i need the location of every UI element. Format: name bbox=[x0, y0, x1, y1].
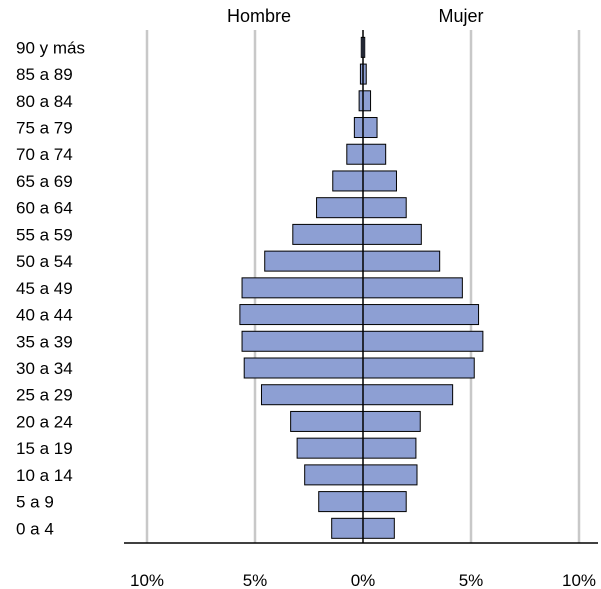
category-label: 25 a 29 bbox=[16, 386, 73, 405]
bar-hombre bbox=[292, 223, 364, 245]
category-label: 90 y más bbox=[16, 38, 85, 57]
bar-hombre bbox=[353, 117, 364, 139]
category-label: 30 a 34 bbox=[16, 359, 73, 378]
category-label: 10 a 14 bbox=[16, 466, 73, 485]
bar-mujer bbox=[362, 491, 407, 513]
series-label-hombre: Hombre bbox=[227, 6, 291, 26]
x-tick-label: 10% bbox=[562, 571, 596, 589]
bar-mujer bbox=[362, 223, 422, 245]
bar-mujer bbox=[362, 330, 484, 352]
bar-hombre bbox=[239, 304, 364, 326]
category-label: 80 a 84 bbox=[16, 92, 73, 111]
bar-hombre bbox=[290, 410, 364, 432]
bar-mujer bbox=[362, 117, 378, 139]
category-label: 55 a 59 bbox=[16, 225, 73, 244]
bars bbox=[239, 36, 484, 539]
bar-mujer bbox=[362, 304, 480, 326]
bar-hombre bbox=[241, 330, 364, 352]
bar-mujer bbox=[362, 384, 454, 406]
category-label: 70 a 74 bbox=[16, 145, 73, 164]
bar-mujer bbox=[362, 410, 421, 432]
bar-hombre bbox=[304, 464, 364, 486]
x-tick-label: 5% bbox=[459, 571, 484, 589]
bar-mujer bbox=[362, 277, 463, 299]
bar-hombre bbox=[331, 517, 364, 539]
x-tick-labels: 10% 5% 0% 5% 10% bbox=[130, 571, 596, 589]
bar-hombre bbox=[332, 170, 364, 192]
x-tick-label: 10% bbox=[130, 571, 164, 589]
gridlines bbox=[145, 30, 581, 543]
bar-mujer bbox=[362, 143, 387, 165]
bar-mujer bbox=[362, 250, 441, 272]
category-labels: 90 y más 85 a 89 80 a 84 75 a 79 70 a 74 65 a… bbox=[16, 38, 85, 538]
category-label: 85 a 89 bbox=[16, 65, 73, 84]
category-label: 60 a 64 bbox=[16, 199, 73, 218]
bar-hombre bbox=[346, 143, 364, 165]
category-label: 65 a 69 bbox=[16, 172, 73, 191]
bar-mujer bbox=[362, 437, 417, 459]
category-label: 5 a 9 bbox=[16, 493, 54, 512]
bar-hombre bbox=[264, 250, 364, 272]
bar-mujer bbox=[362, 357, 475, 379]
x-tick-label: 5% bbox=[243, 571, 268, 589]
bar-mujer bbox=[362, 90, 372, 112]
series-label-mujer: Mujer bbox=[438, 6, 483, 26]
category-label: 0 a 4 bbox=[16, 519, 54, 538]
bar-hombre bbox=[318, 491, 364, 513]
category-label: 35 a 39 bbox=[16, 332, 73, 351]
category-label: 15 a 19 bbox=[16, 439, 73, 458]
x-tick-label: 0% bbox=[351, 571, 376, 589]
category-label: 40 a 44 bbox=[16, 306, 73, 325]
category-label: 75 a 79 bbox=[16, 119, 73, 138]
bar-hombre bbox=[243, 357, 364, 379]
bar-hombre bbox=[241, 277, 364, 299]
bar-hombre bbox=[316, 197, 364, 219]
bar-mujer bbox=[362, 197, 407, 219]
bar-mujer bbox=[362, 170, 397, 192]
category-label: 50 a 54 bbox=[16, 252, 73, 271]
category-label: 20 a 24 bbox=[16, 412, 73, 431]
category-label: 45 a 49 bbox=[16, 279, 73, 298]
bar-mujer bbox=[362, 464, 418, 486]
bar-hombre bbox=[296, 437, 364, 459]
bar-hombre bbox=[260, 384, 364, 406]
bar-mujer bbox=[362, 517, 395, 539]
